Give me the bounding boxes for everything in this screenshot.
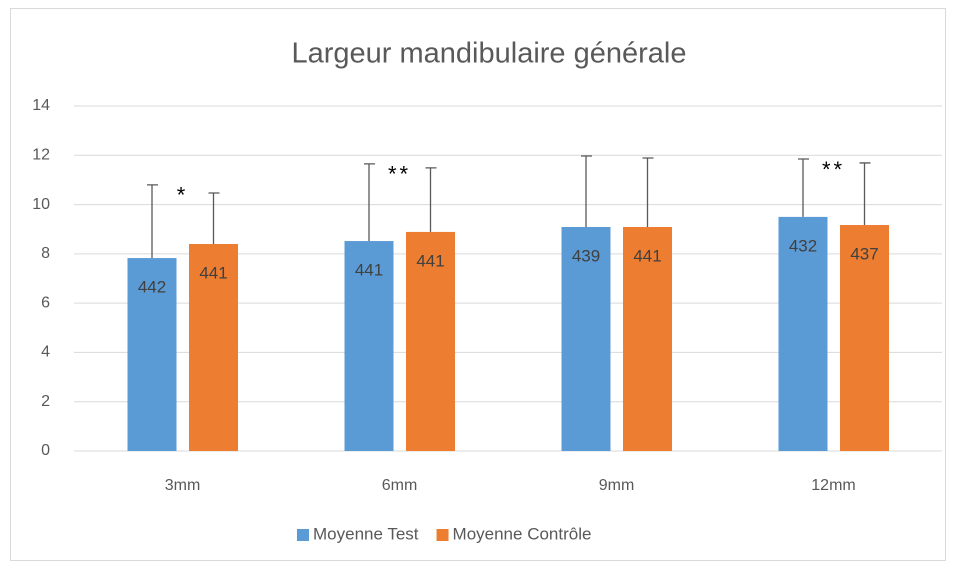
y-tick-label: 2 [41, 393, 50, 410]
error-bar [208, 192, 220, 244]
legend-label: Moyenne Test [313, 524, 419, 543]
bar [189, 244, 238, 451]
significance: ** [822, 157, 845, 182]
bar [778, 216, 828, 451]
x-tick-label: 9mm [599, 477, 635, 494]
error-bar [425, 167, 437, 232]
y-tick-label: 0 [41, 442, 50, 459]
bar [623, 226, 672, 451]
data-label: 437 [850, 245, 878, 264]
y-tick-label: 14 [32, 97, 50, 114]
legend-swatch [436, 529, 449, 541]
significance: * [177, 183, 189, 208]
data-label: 441 [199, 263, 227, 282]
bar [406, 231, 455, 451]
error-bar [364, 163, 375, 242]
y-tick-label: 12 [32, 147, 50, 164]
legend-label: Moyenne Contrôle [453, 524, 592, 543]
data-label: 432 [789, 236, 817, 255]
error-bar [642, 157, 654, 227]
y-tick-label: 8 [41, 245, 50, 262]
data-label: 441 [355, 261, 383, 280]
bar [127, 258, 177, 451]
data-label: 441 [416, 251, 444, 270]
significance: ** [388, 162, 411, 187]
data-label: 441 [633, 246, 661, 265]
y-tick-label: 10 [32, 196, 50, 213]
chart-title: Largeur mandibulaire générale [292, 38, 687, 70]
bar [840, 225, 889, 451]
y-tick-label: 6 [41, 294, 50, 311]
error-bar [798, 158, 809, 217]
x-tick-label: 12mm [811, 477, 855, 494]
x-tick-label: 6mm [382, 477, 418, 494]
y-tick-label: 4 [41, 344, 50, 361]
x-tick-label: 3mm [165, 477, 201, 494]
error-bar [581, 155, 592, 227]
bar [344, 241, 394, 451]
bar [561, 226, 611, 451]
legend-swatch [297, 529, 309, 541]
data-label: 442 [138, 278, 166, 297]
data-label: 439 [572, 246, 600, 265]
error-bar [147, 184, 158, 259]
error-bar [859, 162, 871, 226]
